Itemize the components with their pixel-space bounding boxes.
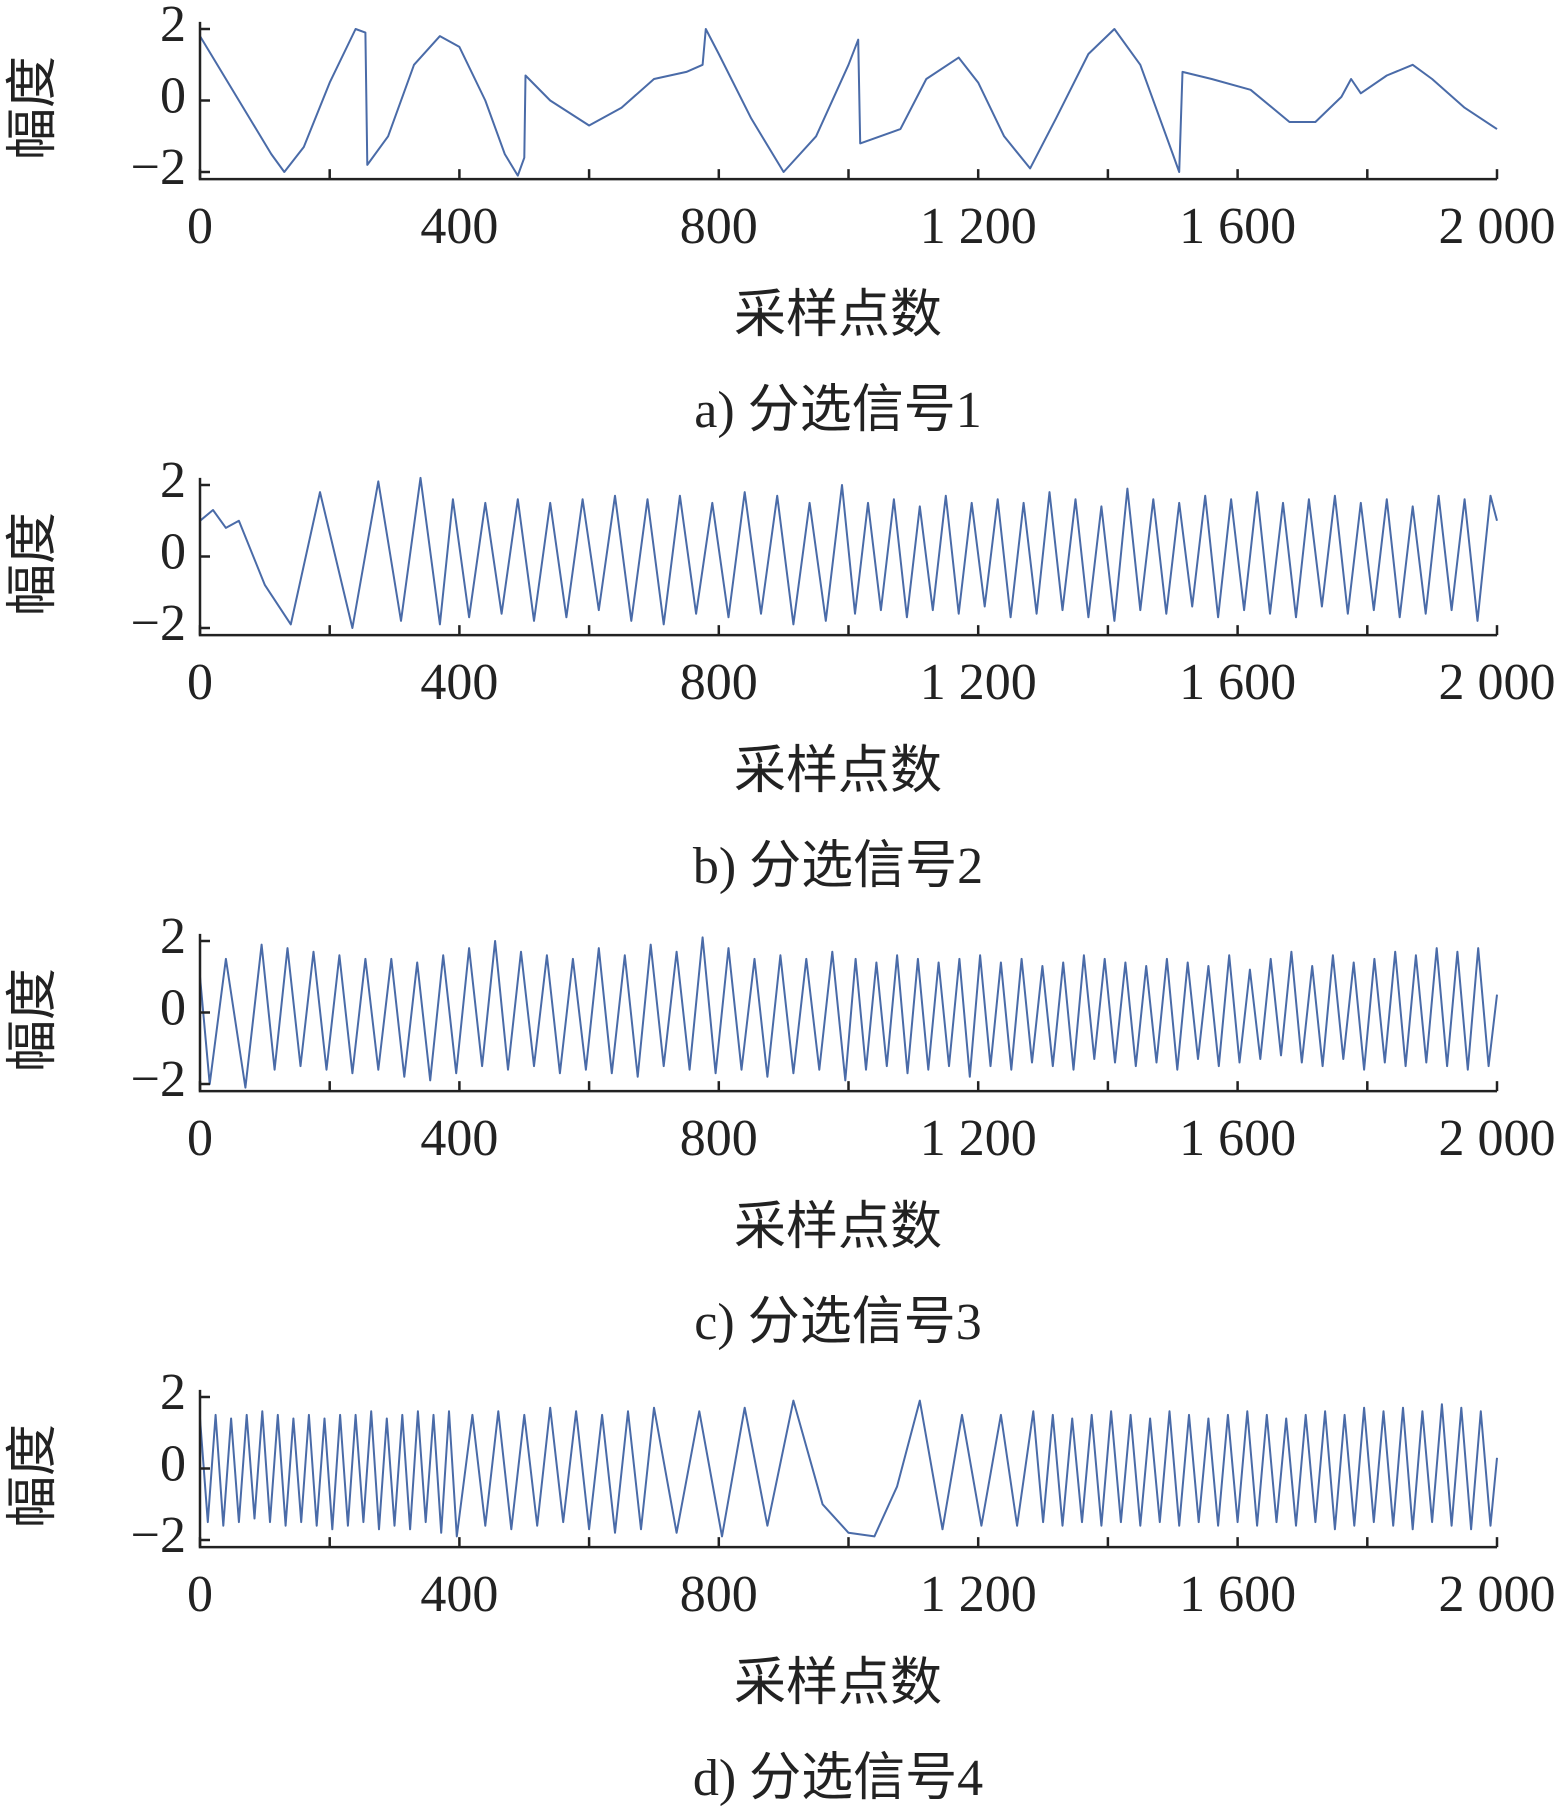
caption: c) 分选信号3 xyxy=(694,1294,981,1351)
x-tick-label: 2 000 xyxy=(1439,1566,1556,1623)
signal-line xyxy=(199,1399,1498,1538)
x-axis-label: 采样点数 xyxy=(734,743,942,800)
x-tick-label: 1 200 xyxy=(920,1566,1037,1623)
y-tick-label: 0 xyxy=(160,67,186,124)
y-axis-label: 幅度 xyxy=(5,968,62,1072)
x-tick-label: 400 xyxy=(420,1110,498,1167)
y-tick-label: −2 xyxy=(131,1507,186,1564)
y-tick-label: −2 xyxy=(131,1051,186,1108)
signal-line xyxy=(199,936,1498,1089)
x-tick-label: 0 xyxy=(187,654,213,711)
y-tick-label: 2 xyxy=(160,908,186,965)
x-tick-label: 1 200 xyxy=(920,654,1037,711)
axis-frame xyxy=(198,933,1497,1093)
x-tick-label: 1 200 xyxy=(920,198,1037,255)
x-tick-label: 400 xyxy=(420,1566,498,1623)
x-tick-label: 2 000 xyxy=(1439,198,1556,255)
y-tick-label: −2 xyxy=(131,595,186,652)
x-axis-label: 采样点数 xyxy=(734,1655,942,1712)
y-tick-label: 0 xyxy=(160,523,186,580)
x-tick-label: 400 xyxy=(420,654,498,711)
x-tick-label: 0 xyxy=(187,1110,213,1167)
y-tick-label: 2 xyxy=(160,0,186,53)
y-tick-label: 0 xyxy=(160,1435,186,1492)
y-tick-label: −2 xyxy=(131,139,186,196)
x-tick-label: 0 xyxy=(187,1566,213,1623)
x-tick-label: 1 600 xyxy=(1179,198,1296,255)
caption: d) 分选信号4 xyxy=(693,1750,983,1807)
x-tick-label: 2 000 xyxy=(1439,1110,1556,1167)
y-tick-label: 0 xyxy=(160,979,186,1036)
x-tick-label: 0 xyxy=(187,198,213,255)
y-axis-label: 幅度 xyxy=(5,56,62,160)
x-axis-label: 采样点数 xyxy=(734,287,942,344)
x-tick-label: 800 xyxy=(680,198,758,255)
x-tick-label: 2 000 xyxy=(1439,654,1556,711)
axis-frame xyxy=(198,21,1497,181)
caption: a) 分选信号1 xyxy=(694,382,981,439)
y-tick-label: 2 xyxy=(160,1364,186,1421)
x-tick-label: 800 xyxy=(680,1110,758,1167)
x-tick-label: 800 xyxy=(680,1566,758,1623)
y-axis-label: 幅度 xyxy=(5,512,62,616)
x-tick-label: 1 600 xyxy=(1179,1566,1296,1623)
x-tick-label: 800 xyxy=(680,654,758,711)
y-axis-label: 幅度 xyxy=(5,1424,62,1528)
signal-line xyxy=(199,28,1498,177)
x-tick-label: 1 600 xyxy=(1179,1110,1296,1167)
x-axis-label: 采样点数 xyxy=(734,1199,942,1256)
signal-line xyxy=(199,476,1498,629)
x-tick-label: 400 xyxy=(420,198,498,255)
x-tick-label: 1 600 xyxy=(1179,654,1296,711)
y-tick-label: 2 xyxy=(160,452,186,509)
caption: b) 分选信号2 xyxy=(693,838,983,895)
x-tick-label: 1 200 xyxy=(920,1110,1037,1167)
